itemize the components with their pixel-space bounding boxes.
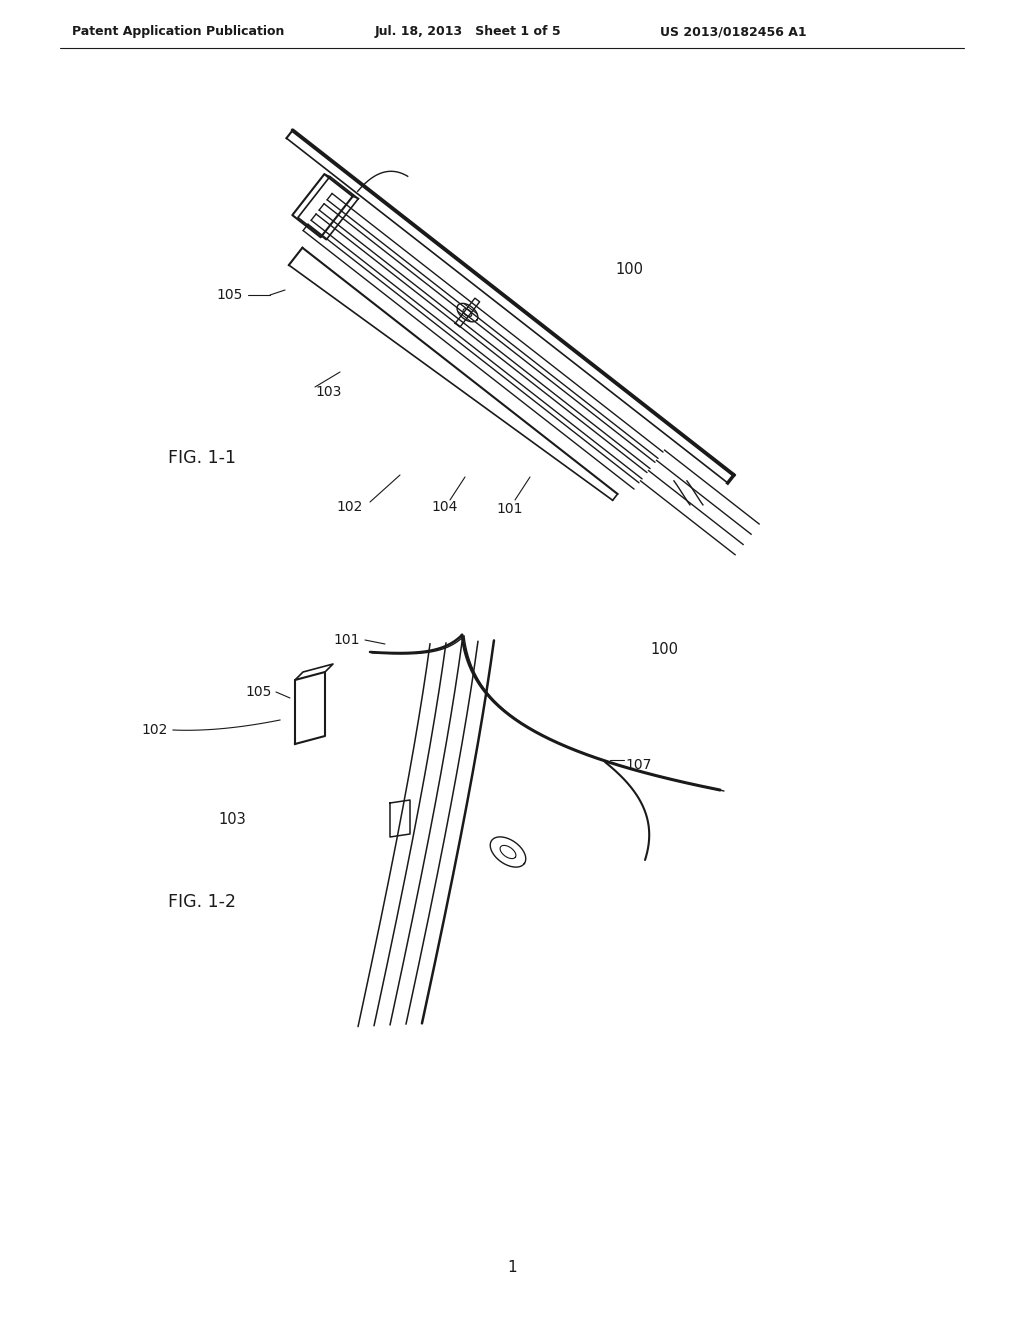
Text: 102: 102 [337,500,364,513]
Text: Jul. 18, 2013   Sheet 1 of 5: Jul. 18, 2013 Sheet 1 of 5 [375,25,561,38]
Text: US 2013/0182456 A1: US 2013/0182456 A1 [660,25,807,38]
Text: 103: 103 [315,385,341,399]
Text: 100: 100 [650,643,678,657]
Text: FIG. 1-2: FIG. 1-2 [168,894,236,911]
Text: 102: 102 [141,723,168,737]
Text: Patent Application Publication: Patent Application Publication [72,25,285,38]
Text: 103: 103 [218,813,246,828]
Text: 1: 1 [507,1261,517,1275]
Text: 107: 107 [625,758,651,772]
Text: 101: 101 [497,502,523,516]
Text: 101: 101 [334,634,360,647]
Text: 105: 105 [246,685,272,700]
Text: 104: 104 [432,500,458,513]
Text: 105: 105 [217,288,243,302]
Text: FIG. 1-1: FIG. 1-1 [168,449,236,467]
Text: 100: 100 [615,263,643,277]
